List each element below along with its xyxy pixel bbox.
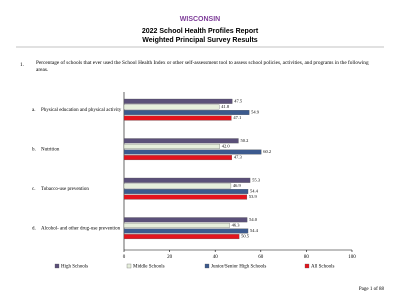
state: WISCONSIN <box>180 16 220 23</box>
report-subtitle: Weighted Principal Survey Results <box>142 37 258 44</box>
category-label: Physical education and physical activity <box>41 108 122 113</box>
bar <box>123 183 232 189</box>
report-title: 2022 School Health Profiles Report <box>142 28 259 35</box>
value-label: 54.4 <box>250 189 259 194</box>
category-letter: c. <box>32 187 35 192</box>
category-letter: d. <box>32 226 36 231</box>
question-box: Percentage of schools that ever used the… <box>36 60 369 73</box>
bar <box>123 189 249 194</box>
legend-label: All Schools <box>311 265 335 270</box>
legend-swatch <box>54 263 60 269</box>
bar <box>123 194 248 200</box>
value-label: 46.3 <box>232 222 241 227</box>
bar <box>123 217 248 223</box>
value-label: 42.0 <box>222 143 231 148</box>
question-number: 1. <box>20 62 24 68</box>
x-tick-label: 40 <box>213 255 219 260</box>
legend-label: Junior/Senior High Schools <box>211 265 266 270</box>
legend-swatch <box>304 263 310 269</box>
bar <box>123 98 233 104</box>
page-number: Page 1 of 88 <box>359 287 385 292</box>
category-letter: a. <box>32 108 35 113</box>
value-label: 46.9 <box>233 183 242 188</box>
value-label: 50.5 <box>241 234 250 239</box>
value-label: 53.9 <box>249 194 258 199</box>
value-label: 54.4 <box>250 228 259 233</box>
bar <box>123 228 249 234</box>
bar <box>123 104 220 110</box>
category-label: Tobacco-use prevention <box>41 187 89 192</box>
value-label: 60.2 <box>263 149 271 154</box>
legend-swatch <box>126 263 132 269</box>
x-tick-label: 100 <box>348 255 356 260</box>
x-tick-label: 20 <box>167 255 173 260</box>
value-label: 50.2 <box>240 138 248 143</box>
legend-swatch <box>204 263 210 269</box>
category-label: Nutrition <box>41 147 60 152</box>
bar <box>123 115 232 121</box>
bar <box>123 234 240 240</box>
value-label: 55.3 <box>252 177 261 182</box>
value-label: 47.5 <box>234 98 243 103</box>
legend-label: High Schools <box>61 265 88 270</box>
bar <box>123 222 230 228</box>
question-text: Percentage of schools that ever used the… <box>36 60 369 73</box>
x-tick-label: 80 <box>304 255 310 260</box>
bar <box>123 143 220 149</box>
value-label: 54.9 <box>251 110 260 115</box>
x-tick-label: 0 <box>123 255 126 260</box>
category-label: Alcohol- and other drug-use prevention <box>41 226 121 231</box>
bar <box>123 138 239 144</box>
bar <box>123 155 232 161</box>
value-label: 54.0 <box>249 217 258 222</box>
bar <box>123 177 251 183</box>
category-letter: b. <box>32 147 36 152</box>
bar <box>123 110 250 115</box>
value-label: 41.8 <box>221 104 230 109</box>
legend-label: Middle Schools <box>133 265 165 270</box>
value-label: 47.1 <box>233 115 241 120</box>
bar <box>123 149 262 155</box>
value-label: 47.3 <box>234 155 243 160</box>
x-tick-label: 60 <box>258 255 264 260</box>
